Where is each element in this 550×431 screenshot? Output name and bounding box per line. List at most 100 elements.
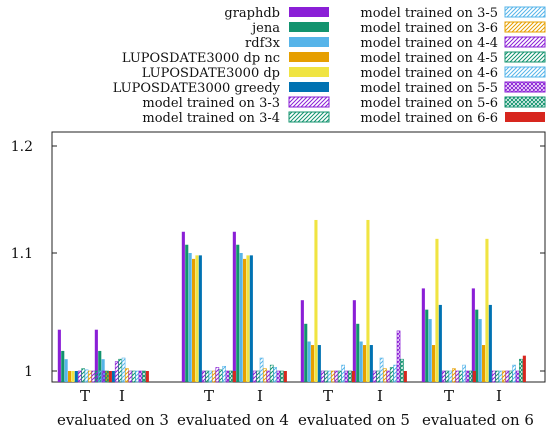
legend-swatch bbox=[504, 6, 546, 18]
bar bbox=[304, 323, 308, 382]
bar bbox=[256, 370, 261, 383]
legend-label: model trained on 5-5 bbox=[360, 81, 498, 96]
bar bbox=[403, 371, 407, 382]
bar bbox=[432, 345, 436, 382]
bar bbox=[88, 370, 92, 383]
bar bbox=[472, 371, 476, 382]
bar bbox=[215, 367, 220, 383]
y-tick: 1.2 bbox=[11, 139, 545, 155]
bar bbox=[488, 304, 492, 382]
bar bbox=[452, 368, 456, 383]
bar bbox=[445, 370, 450, 383]
legend-label: model trained on 4-6 bbox=[360, 66, 498, 81]
legend-swatch bbox=[288, 111, 330, 123]
bar bbox=[455, 370, 460, 383]
legend-swatch bbox=[504, 66, 546, 78]
legend-swatch bbox=[289, 22, 329, 32]
legend-label: model trained on 3-6 bbox=[360, 21, 498, 36]
y-axis: 1 1.1 1.2 bbox=[11, 139, 545, 380]
bar bbox=[478, 319, 482, 382]
legend-swatch bbox=[504, 96, 546, 108]
bar bbox=[515, 370, 520, 383]
bar bbox=[98, 350, 102, 382]
bars bbox=[57, 219, 526, 383]
bar bbox=[135, 370, 140, 383]
bar bbox=[331, 370, 335, 383]
bar bbox=[386, 370, 391, 383]
bar bbox=[188, 253, 192, 382]
legend-label: model trained on 5-6 bbox=[360, 96, 498, 111]
x-group-label: evaluated on 4 bbox=[177, 411, 289, 429]
legend-entry: rdf3x bbox=[245, 36, 329, 51]
legend-entry: model trained on 5-6 bbox=[360, 96, 546, 111]
bar bbox=[376, 370, 381, 383]
legend-label: model trained on 3-4 bbox=[142, 111, 280, 126]
bar bbox=[324, 370, 329, 383]
bar bbox=[91, 370, 96, 383]
bar bbox=[138, 370, 143, 383]
legend-column-right: model trained on 3-5 model trained on 3-… bbox=[360, 6, 546, 126]
legend-label: model trained on 4-5 bbox=[360, 51, 498, 66]
bar bbox=[84, 369, 89, 383]
bar bbox=[372, 370, 377, 383]
bar bbox=[105, 370, 109, 383]
legend-entry: model trained on 4-5 bbox=[360, 51, 546, 66]
bar bbox=[400, 358, 404, 383]
x-group-label: evaluated on 5 bbox=[298, 411, 410, 429]
plot-frame bbox=[51, 131, 546, 383]
bar bbox=[421, 288, 425, 382]
legend-label: graphdb bbox=[224, 6, 280, 21]
legend-label: model trained on 4-4 bbox=[360, 36, 498, 51]
legend: graphdb jena rdf3x LUPOSDATE3000 dp nc L… bbox=[113, 6, 546, 126]
legend-entry: model trained on 4-6 bbox=[360, 66, 546, 81]
legend-entry: LUPOSDATE3000 greedy bbox=[113, 81, 329, 96]
bar bbox=[341, 364, 346, 383]
legend-label: model trained on 6-6 bbox=[360, 111, 498, 126]
legend-swatch bbox=[289, 7, 329, 17]
bar bbox=[64, 359, 68, 382]
bar bbox=[337, 370, 342, 383]
bar bbox=[502, 370, 506, 383]
bar bbox=[363, 345, 367, 382]
legend-entry: model trained on 3-3 bbox=[142, 96, 330, 111]
bar bbox=[61, 350, 65, 382]
bar bbox=[243, 258, 247, 382]
legend-swatch bbox=[504, 21, 546, 33]
bar bbox=[195, 255, 199, 382]
bar bbox=[142, 370, 146, 383]
bar bbox=[259, 357, 264, 383]
bar bbox=[366, 219, 370, 382]
x-sub-label: T bbox=[204, 387, 214, 405]
bar bbox=[236, 244, 240, 382]
bar bbox=[125, 368, 129, 383]
bar bbox=[522, 355, 526, 382]
legend-label: jena bbox=[250, 21, 280, 36]
bar bbox=[314, 219, 318, 382]
bar bbox=[379, 357, 384, 383]
legend-label: LUPOSDATE3000 dp bbox=[142, 66, 280, 81]
legend-column-left: graphdb jena rdf3x LUPOSDATE3000 dp nc L… bbox=[113, 6, 330, 126]
bar bbox=[131, 370, 136, 383]
bar bbox=[383, 368, 387, 383]
x-group-label: evaluated on 3 bbox=[57, 411, 169, 429]
bar bbox=[448, 370, 453, 383]
bar bbox=[111, 371, 115, 382]
bar bbox=[428, 319, 432, 382]
bar bbox=[356, 323, 360, 382]
bar bbox=[425, 309, 429, 382]
bar bbox=[352, 300, 356, 382]
bar bbox=[57, 329, 61, 382]
legend-entry: model trained on 3-6 bbox=[360, 21, 546, 36]
bar bbox=[201, 370, 206, 383]
bar bbox=[198, 255, 202, 382]
bar bbox=[225, 370, 230, 383]
legend-label: LUPOSDATE3000 greedy bbox=[113, 81, 281, 96]
bar bbox=[273, 367, 278, 383]
legend-label: rdf3x bbox=[245, 36, 281, 51]
bar bbox=[389, 367, 394, 383]
x-sub-label: I bbox=[119, 387, 125, 405]
bar bbox=[276, 370, 281, 383]
bar bbox=[71, 371, 75, 382]
legend-entry: LUPOSDATE3000 dp nc bbox=[122, 51, 329, 66]
bar bbox=[218, 369, 223, 383]
